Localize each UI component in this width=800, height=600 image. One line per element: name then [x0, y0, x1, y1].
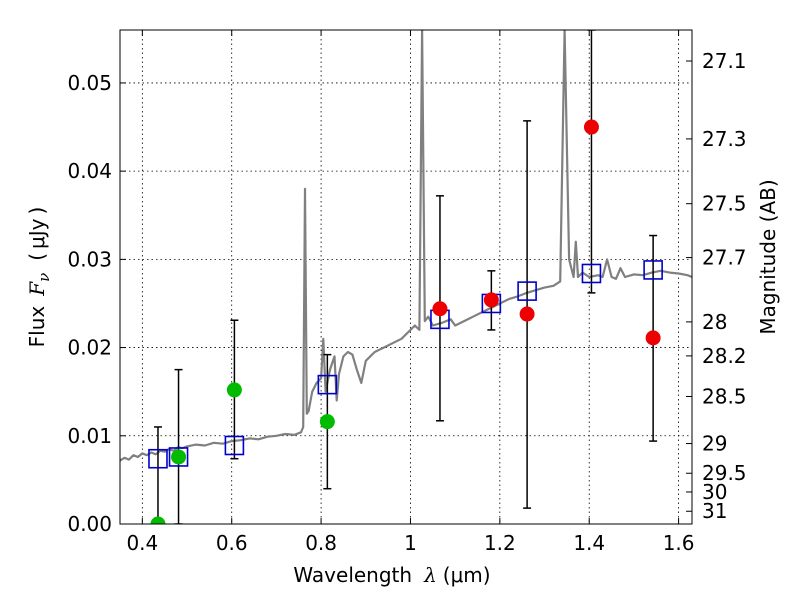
mag-tick-label: 27.1 — [702, 49, 747, 73]
data-point-green — [171, 449, 187, 465]
model-square-marker — [224, 435, 245, 456]
model-square-marker — [581, 263, 602, 284]
x-axis-title: Wavelength λ (μm) — [293, 563, 490, 587]
x-axis-unit: (μm) — [443, 563, 491, 587]
y-axis-title-text: Flux — [25, 306, 49, 348]
mag-tick-label: 27.7 — [702, 246, 747, 270]
x-axis-symbol: λ — [423, 563, 437, 587]
plot-content — [120, 30, 692, 524]
spectrum-line — [120, 30, 692, 462]
y-axis-symbol: F — [25, 281, 49, 297]
y-tick-label: 0.02 — [67, 336, 112, 360]
data-point-red — [432, 301, 448, 317]
x-tick-label: 0.8 — [305, 531, 337, 555]
model-square-marker — [517, 281, 537, 301]
y-axis-title: FluxFν(μJy) — [25, 207, 53, 348]
x-tick-label: 1.2 — [484, 531, 516, 555]
data-point-red — [645, 330, 661, 346]
plot-frame — [119, 29, 693, 525]
x-tick-label: 1.6 — [663, 531, 695, 555]
mag-tick-label: 31 — [702, 499, 727, 523]
y-tick-label: 0.04 — [67, 159, 112, 183]
model-square-marker — [168, 447, 189, 467]
mag-tick-label: 27.5 — [702, 192, 747, 216]
data-point-red — [583, 119, 599, 135]
mag-tick-label: 29.5 — [702, 461, 747, 485]
model-square-marker — [317, 374, 338, 395]
y-tick-label: 0.00 — [67, 512, 112, 536]
mag-tick-label: 27.3 — [702, 127, 747, 151]
x-tick-label: 1.4 — [573, 531, 605, 555]
x-tick-label: 1 — [404, 531, 417, 555]
data-point-red — [483, 292, 499, 308]
mag-tick-label: 28.2 — [702, 344, 747, 368]
ticks: 0.4 0.6 0.8 1 1.2 1.4 1.6 0.00 0.01 0.02 0.03 0.04 0… — [67, 30, 747, 555]
y-tick-label: 0.03 — [67, 247, 112, 271]
x-tick-label: 0.4 — [126, 531, 158, 555]
y-tick-label: 0.01 — [67, 424, 112, 448]
y-axis-unit: μJy — [25, 218, 49, 249]
mag-tick-label: 28 — [702, 310, 727, 334]
x-tick-label: 0.6 — [216, 531, 248, 555]
data-point-green — [319, 414, 335, 430]
mag-tick-label: 29 — [702, 432, 727, 456]
data-point-red — [519, 306, 535, 322]
y-axis-right-title: Magnitude (AB) — [756, 179, 780, 334]
x-axis-title-text: Wavelength — [293, 563, 412, 587]
data-point-green — [226, 382, 242, 398]
data-point-green — [150, 516, 166, 524]
model-square-marker — [148, 448, 168, 469]
y-tick-label: 0.05 — [67, 71, 112, 95]
mag-tick-label: 28.5 — [702, 384, 747, 408]
mag-tick-label: 30 — [702, 480, 727, 504]
model-square-marker — [643, 260, 663, 280]
y-axis-subscript: ν — [35, 273, 53, 282]
